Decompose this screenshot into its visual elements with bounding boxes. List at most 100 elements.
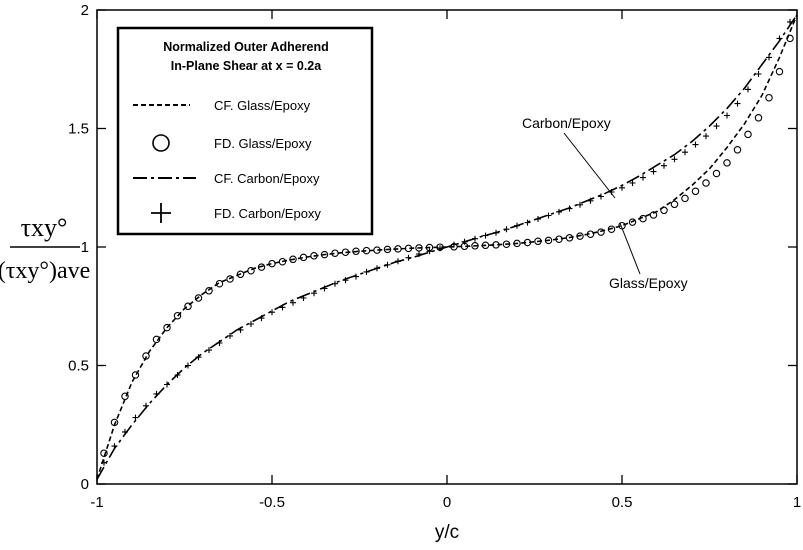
data-point-fd-glass-epoxy bbox=[660, 206, 668, 215]
data-point-fd-carbon-epoxy bbox=[279, 304, 286, 311]
series-line-cf-carbon-epoxy bbox=[96, 14, 798, 480]
data-point-fd-glass-epoxy bbox=[257, 263, 266, 271]
data-point-fd-glass-epoxy bbox=[471, 242, 479, 250]
data-point-fd-glass-epoxy bbox=[775, 67, 784, 76]
data-point-fd-glass-epoxy bbox=[523, 238, 532, 247]
data-point-fd-glass-epoxy bbox=[565, 234, 574, 242]
data-point-fd-glass-epoxy bbox=[173, 311, 182, 320]
data-point-fd-glass-epoxy bbox=[404, 244, 413, 253]
data-point-fd-carbon-epoxy bbox=[472, 235, 478, 242]
data-point-fd-glass-epoxy bbox=[163, 323, 171, 332]
data-point-fd-glass-epoxy bbox=[236, 270, 245, 279]
data-point-fd-glass-epoxy bbox=[110, 418, 119, 427]
data-point-fd-glass-epoxy bbox=[691, 187, 700, 196]
data-point-fd-glass-epoxy bbox=[649, 211, 658, 219]
data-point-fd-carbon-epoxy bbox=[629, 180, 636, 186]
data-point-fd-carbon-epoxy bbox=[311, 290, 317, 297]
data-point-fd-carbon-epoxy bbox=[650, 168, 657, 175]
data-point-fd-glass-epoxy bbox=[142, 352, 150, 360]
data-point-fd-carbon-epoxy bbox=[290, 299, 296, 306]
data-point-fd-glass-epoxy bbox=[534, 237, 542, 246]
x-tick-label: -1 bbox=[90, 494, 103, 511]
data-point-fd-glass-epoxy bbox=[670, 200, 679, 209]
data-point-fd-carbon-epoxy bbox=[143, 402, 149, 409]
data-point-fd-glass-epoxy bbox=[331, 249, 339, 257]
data-point-fd-carbon-epoxy bbox=[493, 229, 499, 236]
data-point-fd-carbon-epoxy bbox=[703, 133, 709, 140]
data-point-fd-carbon-epoxy bbox=[300, 295, 307, 301]
legend-title-line2: In-Plane Shear at x = 0.2a bbox=[171, 59, 322, 73]
x-tick-label: 1 bbox=[793, 494, 801, 511]
data-point-fd-glass-epoxy bbox=[131, 371, 140, 379]
data-point-fd-glass-epoxy bbox=[492, 241, 500, 249]
data-point-fd-carbon-epoxy bbox=[164, 381, 170, 388]
data-point-fd-carbon-epoxy bbox=[195, 354, 202, 361]
legend-title-line1: Normalized Outer Adherend bbox=[163, 40, 329, 54]
data-point-fd-glass-epoxy bbox=[607, 225, 616, 233]
data-point-fd-glass-epoxy bbox=[513, 239, 521, 248]
data-point-fd-carbon-epoxy bbox=[132, 414, 139, 421]
data-point-fd-carbon-epoxy bbox=[269, 309, 275, 316]
data-point-fd-glass-epoxy bbox=[576, 232, 584, 240]
data-point-fd-glass-epoxy bbox=[744, 130, 752, 139]
data-point-fd-glass-epoxy bbox=[205, 287, 213, 295]
data-point-fd-carbon-epoxy bbox=[755, 71, 762, 77]
data-point-fd-carbon-epoxy bbox=[598, 193, 604, 200]
data-point-fd-carbon-epoxy bbox=[640, 174, 646, 181]
legend-label-cf-glass: CF. Glass/Epoxy bbox=[214, 98, 311, 113]
data-point-fd-carbon-epoxy bbox=[724, 112, 730, 119]
data-point-fd-glass-epoxy bbox=[786, 34, 794, 43]
data-point-fd-carbon-epoxy bbox=[227, 332, 233, 339]
legend-box bbox=[116, 26, 374, 236]
data-point-fd-carbon-epoxy bbox=[776, 35, 783, 42]
data-point-fd-carbon-epoxy bbox=[451, 241, 457, 248]
legend-label-fd-carbon: FD. Carbon/Epoxy bbox=[214, 206, 321, 221]
data-point-fd-carbon-epoxy bbox=[248, 321, 254, 327]
data-point-fd-carbon-epoxy bbox=[416, 251, 422, 258]
y-tick-label: 1 bbox=[81, 239, 89, 256]
data-point-fd-carbon-epoxy bbox=[405, 254, 412, 261]
data-point-fd-glass-epoxy bbox=[299, 253, 308, 262]
data-point-fd-glass-epoxy bbox=[184, 302, 192, 311]
data-point-fd-glass-epoxy bbox=[544, 236, 553, 245]
data-point-fd-glass-epoxy bbox=[310, 252, 318, 260]
data-point-fd-carbon-epoxy bbox=[374, 265, 380, 272]
data-point-fd-glass-epoxy bbox=[226, 275, 234, 283]
legend: Normalized Outer Adherend In-Plane Shear… bbox=[116, 26, 374, 236]
data-point-fd-carbon-epoxy bbox=[111, 443, 118, 450]
data-point-fd-carbon-epoxy bbox=[363, 268, 370, 275]
data-point-fd-carbon-epoxy bbox=[692, 141, 699, 148]
data-point-fd-carbon-epoxy bbox=[587, 197, 594, 204]
x-tick-label: 0 bbox=[443, 494, 451, 511]
data-point-fd-carbon-epoxy bbox=[671, 156, 678, 163]
data-point-fd-glass-epoxy bbox=[555, 235, 563, 243]
data-point-fd-glass-epoxy bbox=[247, 266, 255, 275]
data-point-fd-glass-epoxy bbox=[362, 246, 371, 255]
data-point-fd-carbon-epoxy bbox=[787, 18, 793, 25]
y-tick-label: 1.5 bbox=[68, 121, 89, 138]
data-point-fd-carbon-epoxy bbox=[556, 208, 562, 215]
data-point-fd-carbon-epoxy bbox=[577, 201, 583, 208]
annotation-carbon-epoxy-leader bbox=[563, 132, 616, 199]
data-point-fd-carbon-epoxy bbox=[206, 347, 212, 354]
data-point-fd-carbon-epoxy bbox=[258, 315, 265, 322]
y-axis-label-denominator: (τxy°)ave bbox=[0, 258, 90, 284]
data-point-fd-carbon-epoxy bbox=[682, 149, 688, 156]
data-point-fd-carbon-epoxy bbox=[535, 216, 541, 222]
data-point-fd-carbon-epoxy bbox=[101, 459, 107, 466]
data-point-fd-glass-epoxy bbox=[121, 392, 129, 401]
data-point-fd-glass-epoxy bbox=[194, 294, 203, 302]
data-point-fd-carbon-epoxy bbox=[503, 226, 510, 233]
annotation-carbon-epoxy: Carbon/Epoxy bbox=[522, 115, 611, 131]
data-point-fd-glass-epoxy bbox=[481, 241, 490, 250]
data-point-fd-carbon-epoxy bbox=[353, 273, 359, 280]
data-point-fd-carbon-epoxy bbox=[734, 100, 741, 107]
data-point-fd-carbon-epoxy bbox=[713, 123, 720, 130]
data-point-fd-glass-epoxy bbox=[586, 230, 595, 238]
data-point-fd-carbon-epoxy bbox=[619, 184, 625, 191]
y-axis-label: τxy° (τxy°)ave bbox=[0, 213, 90, 284]
data-point-fd-carbon-epoxy bbox=[237, 326, 244, 333]
x-tick-label: -0.5 bbox=[259, 494, 285, 511]
data-point-fd-carbon-epoxy bbox=[437, 245, 443, 252]
data-point-fd-carbon-epoxy bbox=[395, 258, 401, 265]
